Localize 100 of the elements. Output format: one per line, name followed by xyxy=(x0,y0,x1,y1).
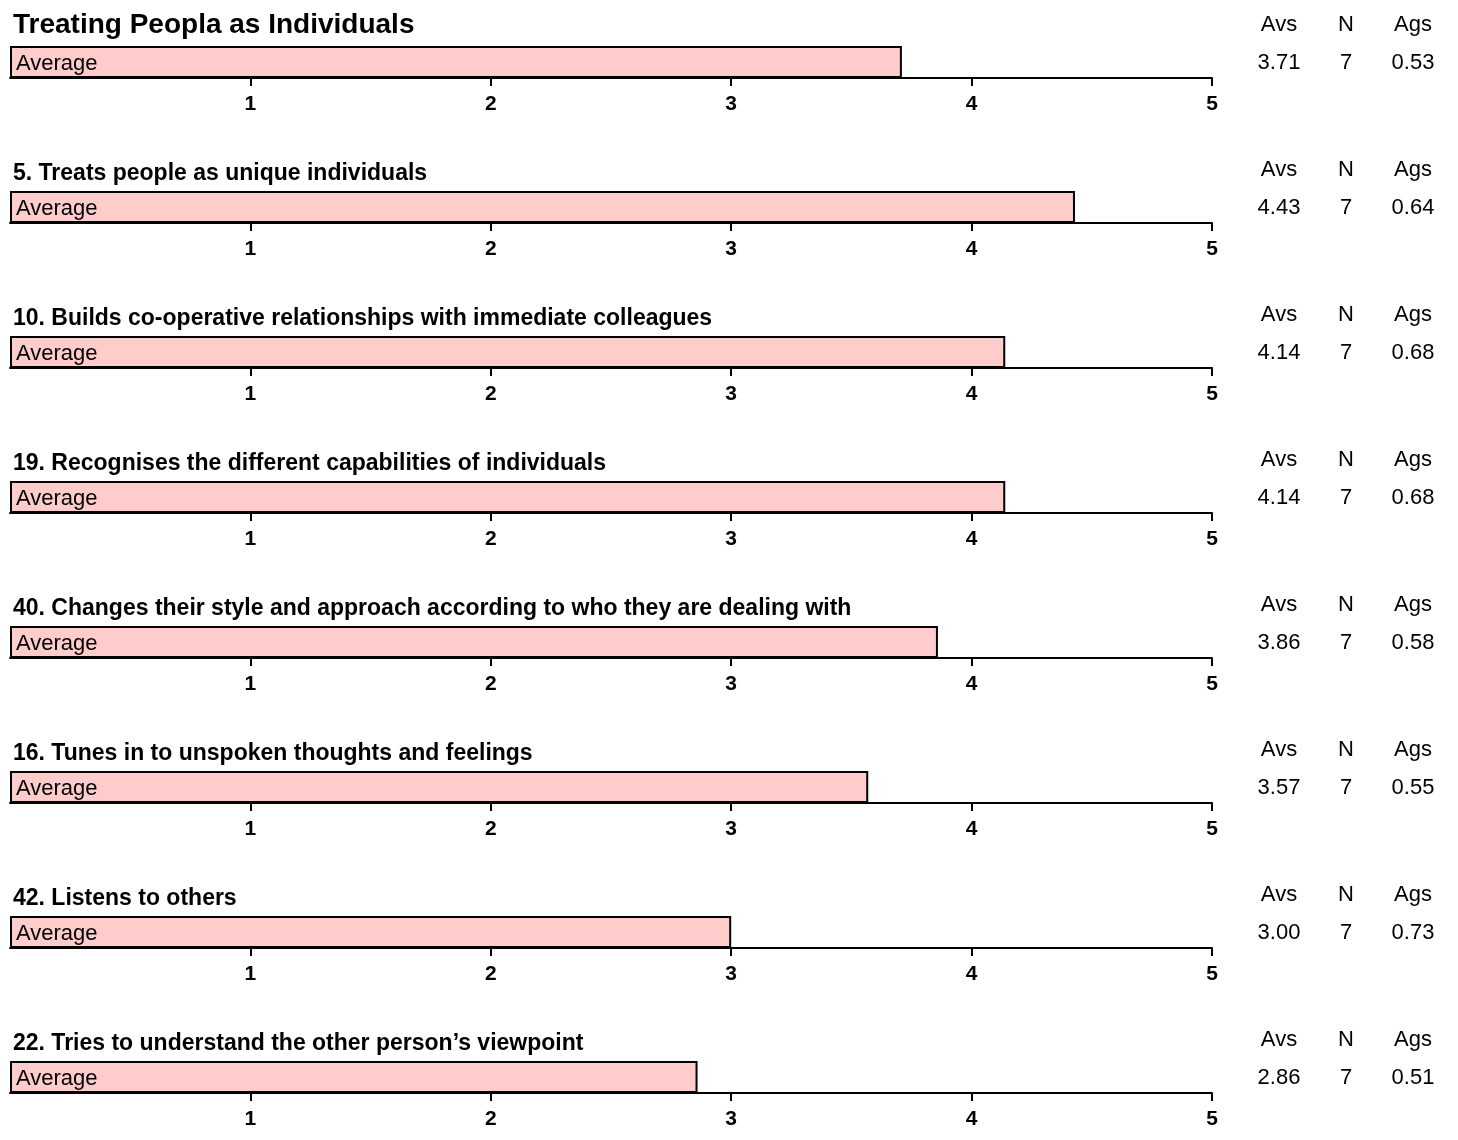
x-tick-label: 4 xyxy=(965,526,978,549)
text: 7 xyxy=(1339,773,1353,799)
text: 4.43 xyxy=(1257,193,1301,219)
x-tick-label: 3 xyxy=(725,236,738,259)
x-tick-label: 1 xyxy=(244,91,257,114)
text: 3.71 xyxy=(1257,48,1301,74)
text: 22. Tries to understand the other person’s viewpoint xyxy=(13,1028,584,1055)
text: Avs xyxy=(1260,445,1298,471)
text: 5. Treats people as unique individuals xyxy=(13,158,428,185)
y-tick-label: Average xyxy=(16,1064,98,1090)
text: 0.53 xyxy=(1391,48,1435,74)
x-tick-label: 2 xyxy=(484,816,497,839)
chart-title: Treating Peopla as Individuals xyxy=(13,7,415,39)
text: Avs xyxy=(1260,10,1298,36)
x-tick-label: 2 xyxy=(484,961,497,984)
text: 0.51 xyxy=(1391,1063,1435,1089)
text: Ags xyxy=(1394,735,1432,761)
x-tick-label: 5 xyxy=(1206,961,1219,984)
x-tick-label: 5 xyxy=(1206,526,1219,549)
x-tick-label: 2 xyxy=(484,381,497,404)
x-tick-label: 3 xyxy=(725,816,738,839)
text: N xyxy=(1338,10,1354,36)
text: 3.86 xyxy=(1257,628,1301,654)
text: Avs xyxy=(1260,880,1298,906)
y-tick-label: Average xyxy=(16,49,98,75)
text: 16. Tunes in to unspoken thoughts and feelings xyxy=(13,738,533,765)
text: N xyxy=(1338,880,1354,906)
x-tick-label: 4 xyxy=(965,1106,978,1129)
x-tick-label: 1 xyxy=(244,961,257,984)
x-tick-label: 3 xyxy=(725,671,738,694)
y-tick-label: Average xyxy=(16,919,98,945)
x-tick-label: 5 xyxy=(1206,816,1219,839)
x-tick-label: 1 xyxy=(244,236,257,259)
x-tick-label: 5 xyxy=(1206,671,1219,694)
x-tick-label: 3 xyxy=(725,1106,738,1129)
y-tick-label: Average xyxy=(16,774,98,800)
x-tick-label: 3 xyxy=(725,961,738,984)
x-tick-label: 4 xyxy=(965,816,978,839)
text: 42. Listens to others xyxy=(13,883,237,910)
text: Avs xyxy=(1260,590,1298,616)
text: Avs xyxy=(1260,1025,1298,1051)
text: Avs xyxy=(1260,155,1298,181)
y-tick-label: Average xyxy=(16,629,98,655)
text: 7 xyxy=(1339,628,1353,654)
text: 3.57 xyxy=(1257,773,1301,799)
text: 2.86 xyxy=(1257,1063,1301,1089)
x-tick-label: 4 xyxy=(965,961,978,984)
text: N xyxy=(1338,1025,1354,1051)
text: 3.00 xyxy=(1257,918,1301,944)
x-tick-label: 4 xyxy=(965,671,978,694)
text: 7 xyxy=(1339,48,1353,74)
text: Ags xyxy=(1394,10,1432,36)
y-tick-label: Average xyxy=(16,484,98,510)
text: Ags xyxy=(1394,880,1432,906)
y-tick-label: Average xyxy=(16,339,98,365)
x-tick-label: 2 xyxy=(484,526,497,549)
text: 0.68 xyxy=(1391,483,1435,509)
text: 10. Builds co-operative relationships with immediate colleagues xyxy=(13,303,713,330)
x-tick-label: 4 xyxy=(965,91,978,114)
x-tick-label: 3 xyxy=(725,381,738,404)
text: N xyxy=(1338,590,1354,616)
x-tick-label: 3 xyxy=(725,91,738,114)
x-tick-label: 5 xyxy=(1206,381,1219,404)
x-tick-label: 3 xyxy=(725,526,738,549)
text: 4.14 xyxy=(1257,338,1301,364)
x-tick-label: 1 xyxy=(244,816,257,839)
x-tick-label: 4 xyxy=(965,236,978,259)
text: 7 xyxy=(1339,918,1353,944)
text: 0.68 xyxy=(1391,338,1435,364)
text: 0.73 xyxy=(1391,918,1435,944)
text: N xyxy=(1338,155,1354,181)
text: 7 xyxy=(1339,483,1353,509)
x-tick-label: 1 xyxy=(244,1106,257,1129)
text: 40. Changes their style and approach according to who they are dealing with xyxy=(13,593,852,620)
text: 7 xyxy=(1339,1063,1353,1089)
text: 0.55 xyxy=(1391,773,1435,799)
y-tick-label: Average xyxy=(16,194,98,220)
x-tick-label: 2 xyxy=(484,91,497,114)
x-tick-label: 2 xyxy=(484,1106,497,1129)
text: Ags xyxy=(1394,445,1432,471)
x-tick-label: 2 xyxy=(484,671,497,694)
x-tick-label: 1 xyxy=(244,526,257,549)
text: Ags xyxy=(1394,1025,1432,1051)
text: 7 xyxy=(1339,338,1353,364)
text: 19. Recognises the different capabilities of individuals xyxy=(13,448,607,475)
x-tick-label: 5 xyxy=(1206,91,1219,114)
x-tick-label: 1 xyxy=(244,671,257,694)
text: 4.14 xyxy=(1257,483,1301,509)
text: 7 xyxy=(1339,193,1353,219)
text: Avs xyxy=(1260,300,1298,326)
x-tick-label: 1 xyxy=(244,381,257,404)
text: Ags xyxy=(1394,590,1432,616)
text: Ags xyxy=(1394,300,1432,326)
text: Avs xyxy=(1260,735,1298,761)
text: Ags xyxy=(1394,155,1432,181)
x-tick-label: 5 xyxy=(1206,236,1219,259)
x-tick-label: 5 xyxy=(1206,1106,1219,1129)
text: N xyxy=(1338,300,1354,326)
x-tick-label: 4 xyxy=(965,381,978,404)
text: 0.58 xyxy=(1391,628,1435,654)
